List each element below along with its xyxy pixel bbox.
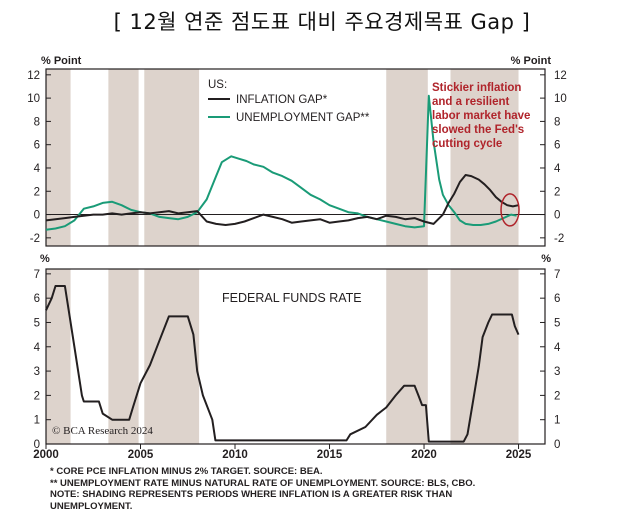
annotation-ellipse bbox=[500, 193, 520, 227]
footnote-2: ** UNEMPLOYMENT RATE MINUS NATURAL RATE … bbox=[50, 477, 476, 489]
page-title: [ 12월 연준 점도표 대비 주요경제목표 Gap ] bbox=[113, 10, 531, 34]
y-tick-label-left: 4 bbox=[34, 342, 41, 354]
y-tick-label-left: 2 bbox=[34, 390, 40, 402]
bca-credit: © BCA Research 2024 bbox=[52, 425, 153, 437]
inflation-unemployment-gap-panel: -2 -2 0 0 2 2 4 4 6 6 8 8 10 10 12 12 Stickier inflation… bbox=[27, 68, 567, 247]
y-tick-label-right: 5 bbox=[554, 317, 560, 329]
footnote-3: NOTE: SHADING REPRESENTS PERIODS WHERE I… bbox=[50, 489, 453, 500]
y-tick-label-left: 0 bbox=[34, 439, 40, 451]
legend-title: US: bbox=[208, 79, 227, 91]
annotation-line: and a resilient bbox=[432, 96, 510, 108]
y-tick-label-left: 10 bbox=[27, 93, 40, 105]
panel-title-fed-funds: FEDERAL FUNDS RATE bbox=[222, 291, 362, 305]
y-tick-label-right: -2 bbox=[554, 233, 564, 245]
y-tick-label-right: 1 bbox=[554, 415, 560, 427]
y-tick-label-left: 2 bbox=[34, 186, 40, 198]
y-tick-label-left: 6 bbox=[34, 140, 40, 152]
bottom-left-unit: % bbox=[40, 253, 50, 265]
y-tick-label-right: 3 bbox=[554, 366, 560, 378]
annotation-line: cutting cycle bbox=[432, 138, 502, 150]
shading-band-ffr-1 bbox=[108, 269, 139, 444]
plot-frame-gap bbox=[45, 68, 546, 247]
annotation-line: labor market have bbox=[432, 110, 530, 122]
y-tick-label-left: 3 bbox=[34, 366, 40, 378]
x-tick-label: 2015 bbox=[317, 449, 343, 461]
series-line-ffr-0 bbox=[45, 285, 520, 443]
footnotes: * CORE PCE INFLATION MINUS 2% TARGET. SO… bbox=[50, 466, 475, 512]
plot-frame-ffr bbox=[45, 268, 546, 445]
federal-funds-rate-panel: 0 0 1 1 2 2 3 3 4 4 5 5 6 6 7 7 2000 2005 2010 2015 2020 2025 bbox=[33, 268, 561, 461]
y-tick-label-left: 6 bbox=[34, 293, 40, 305]
series-line-gap-0 bbox=[45, 94, 517, 231]
y-tick-label-right: 0 bbox=[554, 210, 560, 222]
x-tick-label: 2005 bbox=[128, 449, 154, 461]
y-tick-label-right: 6 bbox=[554, 140, 560, 152]
series-line-gap-1 bbox=[45, 174, 519, 226]
top-left-unit: % Point bbox=[41, 55, 82, 67]
y-tick-label-right: 7 bbox=[554, 269, 560, 281]
y-tick-label-right: 12 bbox=[554, 70, 567, 82]
y-tick-label-right: 10 bbox=[554, 93, 567, 105]
y-tick-label-left: 1 bbox=[34, 415, 40, 427]
y-tick-label-left: 12 bbox=[27, 70, 40, 82]
x-tick-label: 2000 bbox=[33, 449, 59, 461]
annotation-line: Stickier inflation bbox=[432, 82, 521, 94]
shading-band-gap-2 bbox=[144, 69, 200, 246]
y-tick-label-right: 4 bbox=[554, 342, 561, 354]
annotation-line: slowed the Fed's bbox=[432, 124, 524, 136]
legend-label-unemployment: UNEMPLOYMENT GAP** bbox=[236, 112, 370, 124]
legend-label-inflation: INFLATION GAP* bbox=[236, 94, 328, 106]
footnote-4: UNEMPLOYMENT. bbox=[50, 500, 133, 512]
y-tick-label-right: 6 bbox=[554, 293, 560, 305]
y-tick-label-left: 8 bbox=[34, 116, 40, 128]
x-tick-label: 2010 bbox=[222, 449, 248, 461]
y-tick-label-left: 5 bbox=[34, 317, 40, 329]
shading-band-gap-1 bbox=[108, 69, 139, 246]
y-tick-label-left: 0 bbox=[34, 210, 40, 222]
bottom-right-unit: % bbox=[541, 253, 551, 265]
y-tick-label-left: -2 bbox=[30, 233, 40, 245]
y-tick-label-right: 2 bbox=[554, 186, 560, 198]
top-right-unit: % Point bbox=[511, 55, 552, 67]
y-tick-label-right: 4 bbox=[554, 163, 561, 175]
shading-band-ffr-3 bbox=[386, 269, 428, 444]
x-tick-label: 2020 bbox=[411, 449, 437, 461]
shading-band-ffr-4 bbox=[450, 269, 519, 444]
footnote-1: * CORE PCE INFLATION MINUS 2% TARGET. SO… bbox=[50, 466, 323, 477]
y-tick-label-left: 4 bbox=[34, 163, 41, 175]
y-tick-label-left: 7 bbox=[34, 269, 40, 281]
y-tick-label-right: 2 bbox=[554, 390, 560, 402]
y-tick-label-right: 8 bbox=[554, 116, 560, 128]
x-tick-label: 2025 bbox=[506, 449, 532, 461]
y-tick-label-right: 0 bbox=[554, 439, 560, 451]
